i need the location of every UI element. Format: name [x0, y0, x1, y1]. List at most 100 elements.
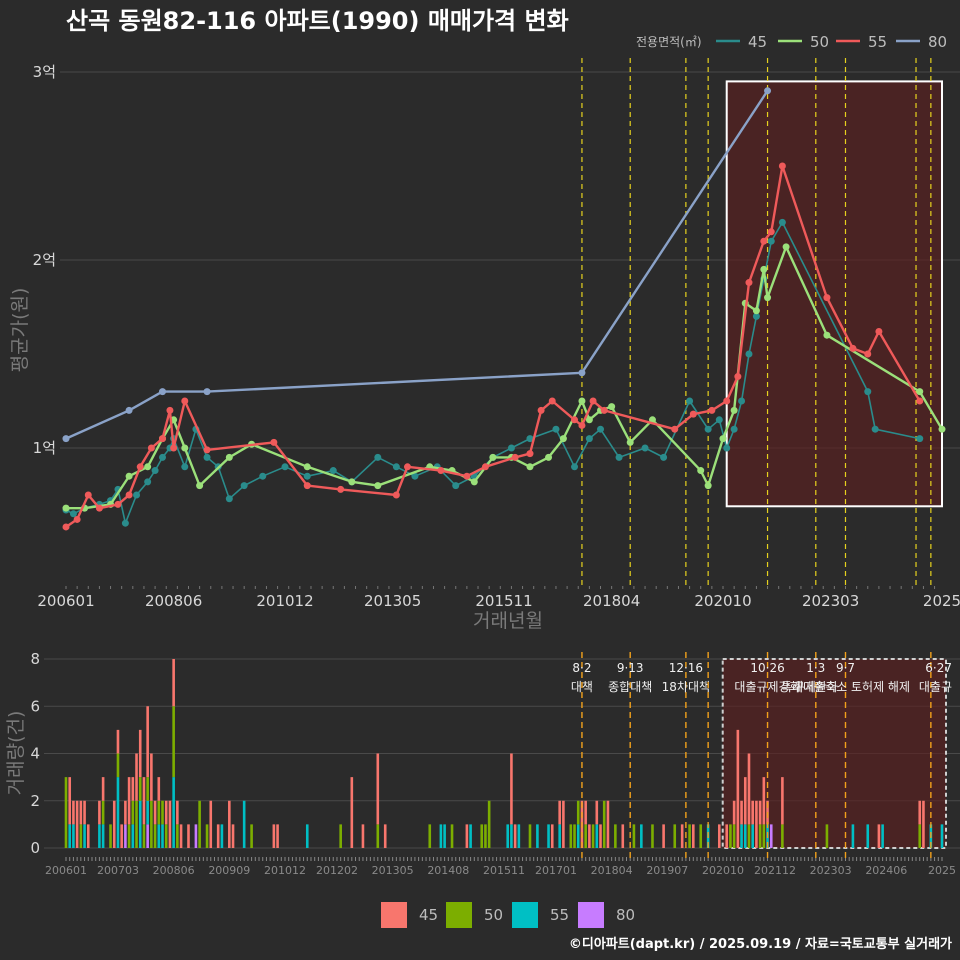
- price-point-80: [203, 388, 211, 396]
- price-x-tick-label: 202303: [802, 592, 859, 610]
- volume-bar-55: [157, 824, 161, 848]
- volume-bar-45: [606, 800, 610, 848]
- price-point-55: [671, 425, 679, 433]
- price-point-45: [133, 491, 141, 499]
- price-x-tick-label: 201012: [256, 592, 313, 610]
- volume-bar-50: [157, 800, 161, 825]
- legend-label-50: 50: [810, 33, 829, 51]
- price-point-55: [125, 491, 133, 499]
- volume-bar-50: [614, 824, 617, 848]
- price-point-45: [121, 519, 129, 527]
- price-point-50: [545, 453, 553, 461]
- policy-date-label: 8·2: [572, 661, 591, 675]
- volume-bar-45: [740, 800, 743, 825]
- volume-bar-45: [717, 824, 721, 848]
- price-point-50: [719, 435, 727, 443]
- volume-bar-45: [781, 777, 784, 825]
- volume-bar-55: [220, 824, 224, 848]
- price-point-50: [916, 388, 924, 396]
- price-x-tick-label: 201511: [475, 592, 532, 610]
- price-point-50: [303, 463, 311, 471]
- volume-bar-50: [573, 824, 576, 848]
- price-point-55: [578, 421, 586, 429]
- price-point-45: [159, 453, 167, 461]
- price-point-55: [526, 450, 534, 458]
- volume-y-axis-title: 거래량(건): [5, 711, 27, 796]
- price-point-45: [552, 425, 560, 433]
- price-y-axis-title: 평균가(원): [9, 288, 31, 373]
- legend-bottom-swatch-55: [512, 902, 538, 928]
- legend-bottom-swatch-50: [446, 902, 472, 928]
- price-point-50: [648, 416, 656, 424]
- volume-bar-45: [272, 824, 276, 848]
- volume-bar-45: [127, 777, 131, 825]
- price-point-45: [203, 453, 211, 461]
- price-point-45: [452, 482, 460, 490]
- policy-name-label: 종합대책: [608, 679, 652, 694]
- price-point-50: [585, 416, 593, 424]
- volume-bar-50: [918, 824, 922, 848]
- legend-bottom-label-80: 80: [616, 906, 635, 924]
- policy-name-label: 대출규: [919, 680, 952, 694]
- price-x-tick-label: 201804: [583, 592, 640, 610]
- volume-bar-45: [550, 824, 554, 848]
- volume-x-tick-label: 201701: [535, 864, 577, 877]
- volume-bar-45: [361, 824, 365, 848]
- price-point-55: [481, 463, 489, 471]
- volume-bar-50: [150, 800, 153, 848]
- volume-bar-55: [443, 824, 446, 848]
- volume-bar-45: [736, 729, 740, 848]
- price-point-45: [745, 350, 753, 358]
- volume-bar-55: [751, 824, 754, 848]
- price-point-45: [767, 237, 775, 245]
- volume-bar-45: [751, 800, 754, 825]
- volume-bar-45: [86, 824, 90, 848]
- price-point-55: [537, 406, 545, 414]
- volume-bar-45: [112, 800, 116, 848]
- price-point-55: [203, 446, 211, 454]
- price-point-55: [403, 463, 411, 471]
- price-point-50: [752, 307, 760, 315]
- price-point-55: [437, 467, 445, 475]
- volume-bar-45: [228, 800, 231, 848]
- price-point-55: [760, 237, 768, 245]
- volume-bar-45: [124, 800, 127, 825]
- price-point-45: [281, 463, 289, 471]
- volume-bar-55: [851, 824, 855, 848]
- price-point-50: [526, 463, 534, 471]
- volume-bar-55: [116, 777, 120, 848]
- policy-date-label: 9·13: [617, 661, 644, 675]
- volume-bar-45: [692, 824, 695, 848]
- policy-date-label: 9·7: [836, 661, 855, 675]
- price-point-55: [548, 397, 556, 405]
- volume-y-tick-label: 2: [30, 792, 40, 810]
- volume-bar-50: [651, 824, 654, 848]
- volume-bar-45: [187, 824, 190, 848]
- footer-credit: ©디아파트(dapt.kr) / 2025.09.19 / 자료=국토교통부 실…: [569, 936, 952, 952]
- volume-bar-45: [146, 706, 149, 778]
- volume-bar-45: [135, 753, 138, 801]
- volume-bar-55: [743, 824, 747, 848]
- volume-x-tick-label: 201012: [264, 864, 306, 877]
- price-point-55: [864, 350, 872, 358]
- volume-bar-50: [762, 824, 766, 848]
- price-point-55: [114, 500, 122, 508]
- volume-bar-55: [138, 800, 142, 848]
- price-point-45: [526, 435, 534, 443]
- price-point-55: [589, 397, 597, 405]
- volume-bar-50: [109, 824, 112, 848]
- volume-bar-55: [101, 824, 105, 848]
- volume-bar-50: [584, 824, 587, 848]
- price-point-45: [329, 467, 337, 475]
- volume-bar-45: [558, 800, 561, 825]
- price-point-45: [686, 397, 694, 405]
- volume-bar-50: [487, 800, 491, 848]
- volume-bar-50: [591, 824, 595, 848]
- price-point-55: [916, 397, 924, 405]
- price-point-50: [196, 482, 204, 490]
- volume-bar-50: [153, 824, 157, 848]
- price-point-45: [916, 435, 924, 443]
- volume-bar-45: [877, 824, 881, 848]
- volume-bar-45: [595, 800, 599, 825]
